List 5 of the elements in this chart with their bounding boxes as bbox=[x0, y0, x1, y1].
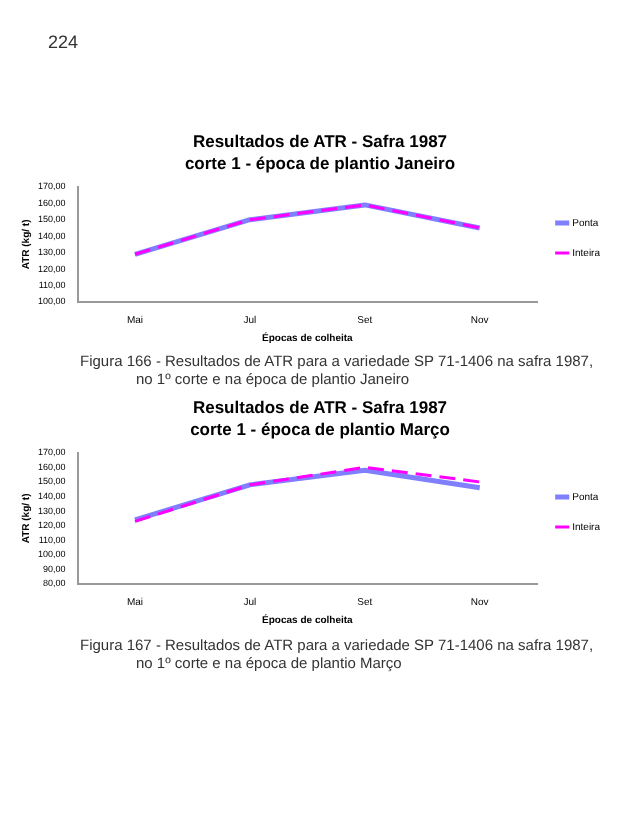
chart-title: Resultados de ATR - Safra 1987 bbox=[192, 130, 448, 151]
text: 224 bbox=[48, 32, 79, 52]
chart-subtitle: corte 1 - época de plantio Março bbox=[190, 419, 450, 440]
chart-title: Resultados de ATR - Safra 1987 bbox=[192, 396, 448, 417]
chart-subtitle: corte 1 - época de plantio Janeiro bbox=[184, 153, 456, 174]
